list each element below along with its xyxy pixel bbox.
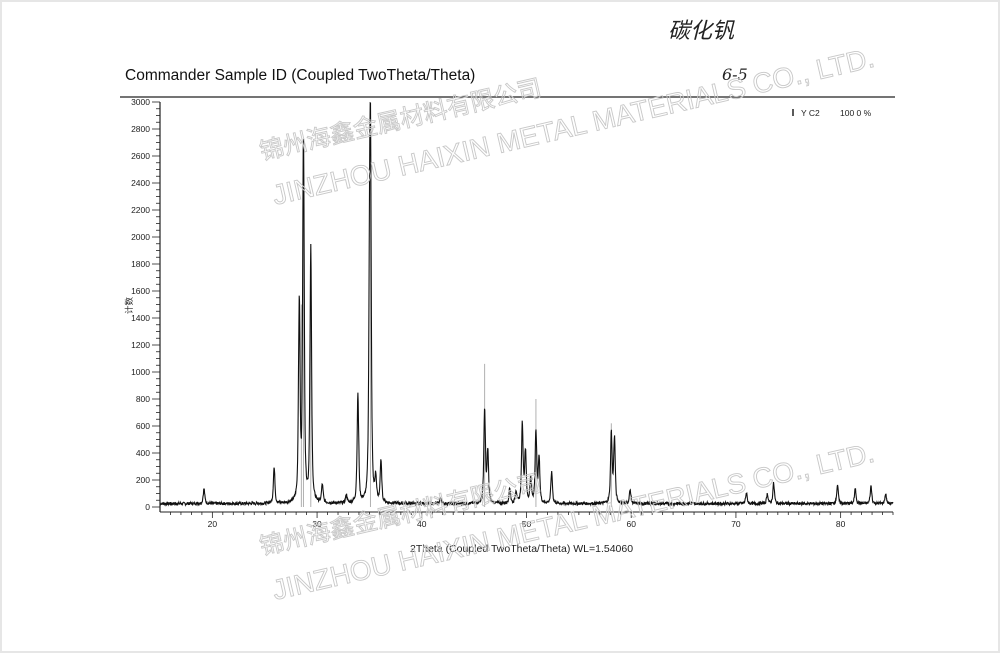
- axes: 0 200 400 600 800 1000 1200 1400 1600 1800 2000 220…: [131, 97, 894, 529]
- watermark: 锦州海鑫金属材料有限公司 JINZHOU HAIXIN METAL MATERI…: [257, 41, 878, 606]
- y-tick-label: 1000: [131, 367, 150, 377]
- x-tick-label: 60: [626, 519, 636, 529]
- y-tick-label: 600: [136, 421, 150, 431]
- y-tick-label: 1400: [131, 313, 150, 323]
- x-tick-label: 70: [731, 519, 741, 529]
- x-axis-label: 2Theta (Coupled TwoTheta/Theta) WL=1.540…: [410, 543, 633, 555]
- y-tick-label: 200: [136, 475, 150, 485]
- handwritten-sample-number: 6-5: [722, 65, 748, 84]
- y-tick-label: 3000: [131, 97, 150, 107]
- x-tick-label: 30: [312, 519, 322, 529]
- y-tick-label: 2200: [131, 205, 150, 215]
- legend-label: Y C2: [801, 108, 820, 118]
- legend-value: 100 0 %: [840, 108, 872, 118]
- y-tick-label: 2400: [131, 178, 150, 188]
- x-tick-label: 40: [417, 519, 427, 529]
- y-tick-label: 0: [145, 502, 150, 512]
- x-tick-label: 80: [836, 519, 846, 529]
- legend: Y C2 100 0 %: [792, 108, 872, 118]
- y-tick-label: 2800: [131, 124, 150, 134]
- y-tick-label: 2000: [131, 232, 150, 242]
- y-tick-label: 1800: [131, 259, 150, 269]
- y-axis-label: 计数: [124, 296, 134, 314]
- diffraction-trace: [159, 101, 894, 508]
- y-tick-label: 1200: [131, 340, 150, 350]
- y-tick-label: 800: [136, 394, 150, 404]
- y-tick-label: 2600: [131, 151, 150, 161]
- y-tick-label: 1600: [131, 286, 150, 296]
- x-tick-label: 50: [522, 519, 532, 529]
- y-tick-label: 400: [136, 448, 150, 458]
- reference-lines: [300, 145, 612, 507]
- chart-title: Commander Sample ID (Coupled TwoTheta/Th…: [125, 67, 475, 84]
- x-tick-label: 20: [208, 519, 218, 529]
- handwritten-sample-name: 碳化钒: [668, 19, 735, 44]
